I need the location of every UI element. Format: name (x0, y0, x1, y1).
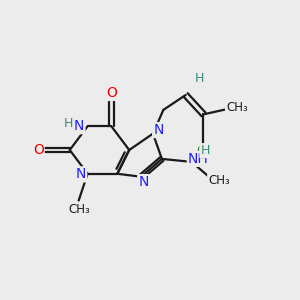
Text: N: N (153, 123, 164, 137)
Text: N: N (74, 119, 84, 133)
Text: N: N (76, 167, 86, 182)
Text: N: N (138, 175, 148, 189)
Text: O: O (106, 86, 117, 100)
Text: O: O (33, 143, 44, 157)
Text: H: H (64, 117, 73, 130)
Text: CH₃: CH₃ (226, 101, 248, 114)
Text: NH: NH (188, 152, 208, 166)
Text: H: H (195, 72, 204, 85)
Text: H: H (200, 144, 210, 157)
Text: CH₃: CH₃ (208, 174, 230, 187)
Text: Cl: Cl (196, 145, 210, 158)
Text: CH₃: CH₃ (68, 203, 90, 216)
